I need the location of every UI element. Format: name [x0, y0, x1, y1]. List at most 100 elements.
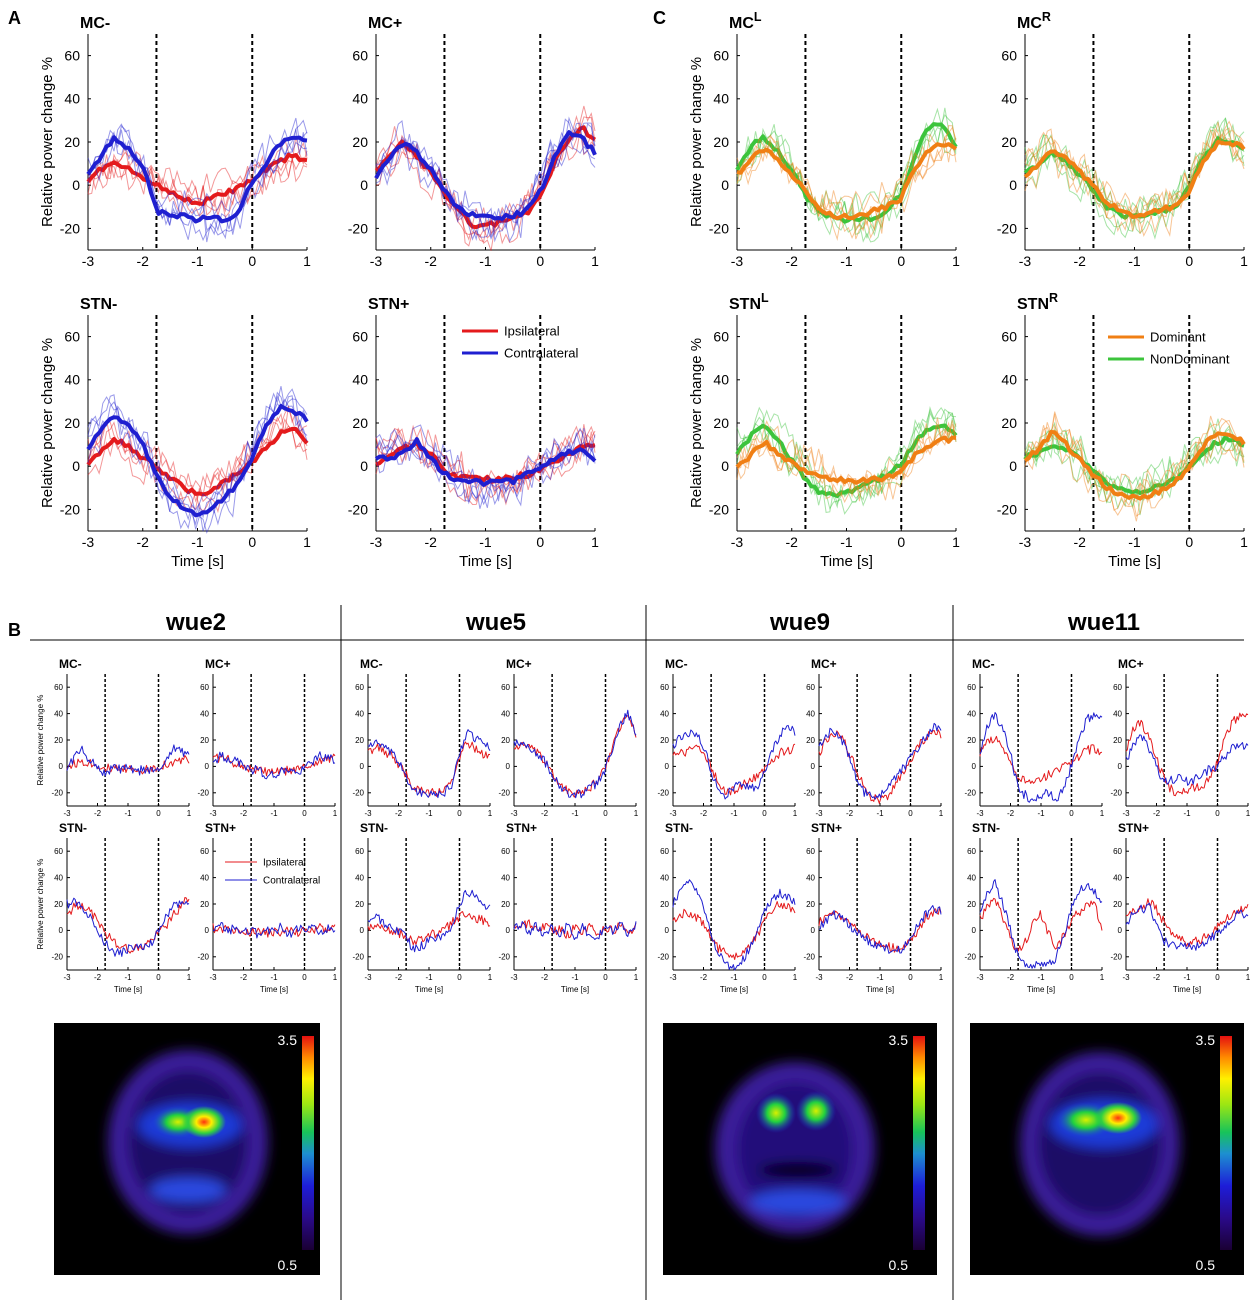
- x-tick-label: -3: [63, 809, 71, 818]
- subplot-title: STN+: [1118, 821, 1149, 835]
- individual-trace: [1024, 425, 1245, 503]
- y-tick-label: -20: [348, 501, 368, 517]
- x-tick-label: 1: [333, 973, 338, 982]
- x-tick-label: 0: [302, 809, 307, 818]
- brain-scan-wue2: 3.5 0.5: [54, 1023, 320, 1275]
- subplot-title: MC-: [972, 657, 995, 671]
- y-tick-label: 20: [1001, 415, 1017, 431]
- colorbar-max-wue11: 3.5: [1196, 1032, 1216, 1048]
- y-tick-label: 60: [355, 847, 364, 856]
- x-tick-label: -2: [395, 973, 403, 982]
- x-tick-label: 1: [488, 973, 493, 982]
- subplot-b-wue2-STN-: -20 0 20 40 60 -3 -2 -1 0 1 STN- Relative power cha…: [36, 821, 192, 994]
- x-tick-label: -1: [571, 973, 579, 982]
- y-tick-label: 40: [713, 372, 729, 388]
- x-tick-label: 0: [908, 973, 913, 982]
- y-tick-label: 40: [1001, 91, 1017, 107]
- y-tick-label: 40: [355, 709, 364, 718]
- series-line-contralateral: [672, 724, 796, 800]
- panel-letter-c: C: [653, 8, 666, 28]
- y-tick-label: 0: [72, 177, 80, 193]
- x-tick-label: 1: [952, 253, 960, 269]
- y-tick-label: -20: [657, 789, 669, 798]
- series-line-dominant: [735, 435, 957, 485]
- x-tick-label: 1: [793, 973, 798, 982]
- x-tick-label: -1: [876, 973, 884, 982]
- y-tick-label: 0: [59, 762, 64, 771]
- x-tick-label: -1: [270, 973, 278, 982]
- subplot-b-wue5-MC-: -20 0 20 40 60 -3 -2 -1 0 1 MC-: [352, 657, 492, 818]
- y-tick-label: 60: [1001, 329, 1017, 345]
- y-tick-label: 20: [355, 900, 364, 909]
- series-line-contralateral: [86, 404, 309, 518]
- x-axis-label: Time [s]: [114, 985, 142, 994]
- x-tick-label: 0: [1215, 809, 1220, 818]
- y-tick-label: 40: [1001, 372, 1017, 388]
- x-tick-label: 1: [939, 973, 944, 982]
- y-tick-label: 0: [665, 926, 670, 935]
- subplot-title: MC+: [205, 657, 231, 671]
- y-tick-label: -20: [352, 953, 364, 962]
- series-line-dominant: [1023, 139, 1246, 220]
- y-tick-label: 20: [1001, 134, 1017, 150]
- x-tick-label: -2: [541, 809, 549, 818]
- y-tick-label: 20: [806, 900, 815, 909]
- x-tick-label: -3: [731, 253, 744, 269]
- y-tick-label: 60: [806, 847, 815, 856]
- subplot-title: STNR: [1017, 291, 1058, 313]
- x-tick-label: 0: [897, 534, 905, 550]
- y-tick-label: 40: [64, 91, 80, 107]
- y-tick-label: 20: [713, 415, 729, 431]
- legend-label: NonDominant: [1150, 352, 1230, 367]
- subplot-b-wue9-STN-: -20 0 20 40 60 -3 -2 -1 0 1 STN- Time [s]: [657, 821, 797, 994]
- x-tick-label: -1: [840, 534, 853, 550]
- x-tick-label: 0: [1185, 253, 1193, 269]
- series-line-nondominant: [735, 423, 958, 499]
- y-tick-label: 40: [200, 873, 209, 882]
- series-line-ipsilateral: [1125, 712, 1249, 797]
- subplot-a-STN+: -20 0 20 40 60 -3 -2 -1 0 1 STN+ Time [s]: [348, 296, 599, 570]
- series-line-contralateral: [513, 921, 637, 941]
- x-tick-label: -1: [1183, 973, 1191, 982]
- x-tick-label: -2: [1153, 973, 1161, 982]
- subplot-title: MC-: [360, 657, 383, 671]
- y-tick-label: 0: [506, 762, 511, 771]
- x-tick-label: -2: [395, 809, 403, 818]
- x-tick-label: -3: [82, 534, 95, 550]
- subplot-a-MC+: -20 0 20 40 60 -3 -2 -1 0 1 MC+: [348, 15, 599, 269]
- y-tick-label: 20: [200, 900, 209, 909]
- series-line-contralateral: [374, 437, 597, 487]
- subplot-b-wue11-MC-: -20 0 20 40 60 -3 -2 -1 0 1 MC-: [964, 657, 1104, 818]
- y-tick-label: 20: [660, 736, 669, 745]
- x-axis-label: Time [s]: [415, 985, 443, 994]
- y-tick-label: -20: [997, 220, 1017, 236]
- x-tick-label: -3: [510, 809, 518, 818]
- individual-trace: [87, 418, 308, 503]
- x-tick-label: -3: [510, 973, 518, 982]
- series-line-contralateral: [374, 130, 597, 221]
- subplot-b-wue9-STN+: -20 0 20 40 60 -3 -2 -1 0 1 STN+ Time [s]: [803, 821, 943, 994]
- y-tick-label: -20: [1110, 789, 1122, 798]
- x-tick-label: -1: [124, 809, 132, 818]
- subplot-c-MC^L: -20 0 20 40 60 -3 -2 -1 0 1 MCL Relative power chan…: [688, 10, 960, 269]
- x-tick-label: 0: [603, 809, 608, 818]
- y-tick-label: 60: [501, 683, 510, 692]
- x-tick-label: 0: [536, 534, 544, 550]
- individual-trace: [1024, 117, 1245, 240]
- y-tick-label: 0: [721, 458, 729, 474]
- x-tick-label: -3: [669, 809, 677, 818]
- series-line-contralateral: [212, 751, 336, 780]
- x-tick-label: -1: [270, 809, 278, 818]
- individual-trace: [1024, 121, 1245, 219]
- y-tick-label: 40: [1113, 709, 1122, 718]
- y-tick-label: 60: [64, 48, 80, 64]
- x-tick-label: -3: [63, 973, 71, 982]
- x-tick-label: -1: [191, 534, 204, 550]
- individual-trace: [736, 409, 957, 515]
- series-line-contralateral: [86, 135, 308, 224]
- y-tick-label: 60: [967, 683, 976, 692]
- patient-label-wue11: wue11: [1067, 609, 1140, 636]
- x-tick-label: -2: [700, 809, 708, 818]
- colorbar-min-wue9: 0.5: [889, 1257, 909, 1273]
- y-tick-label: 40: [352, 372, 368, 388]
